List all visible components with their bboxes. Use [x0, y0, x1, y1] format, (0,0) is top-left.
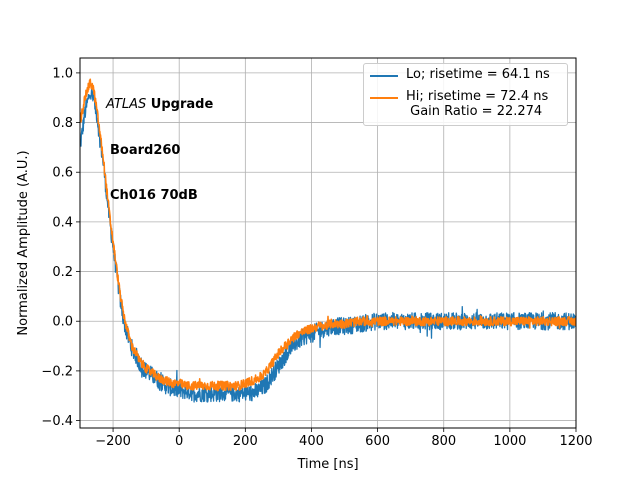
- y-tick-label: 0.0: [52, 315, 73, 330]
- y-tick-label: 0.6: [52, 166, 73, 181]
- annotation-board: Board260: [110, 143, 181, 158]
- annotation-italic: ATLAS: [106, 97, 147, 112]
- x-tick-label: 0: [175, 434, 183, 449]
- legend-swatch-lo: [370, 75, 398, 77]
- annotation-line-1: ATLAS Upgrade: [106, 97, 213, 112]
- ticks: −200 0 200 400 600 800 1000 1200 −0.4 −0.2 0.0 0.2 0…: [41, 66, 592, 449]
- series-line-hi: [80, 78, 576, 392]
- y-tick-label: −0.4: [41, 414, 73, 429]
- y-tick-label: −0.2: [41, 364, 73, 379]
- y-tick-label: 0.4: [52, 215, 73, 230]
- annotation: ATLAS Upgrade Board260 Ch016 70dB: [106, 67, 213, 218]
- legend-label-lo: Lo; risetime = 64.1 ns: [406, 67, 550, 82]
- legend: Lo; risetime = 64.1 ns Hi; risetime = 72…: [363, 63, 568, 126]
- annotation-bold: Upgrade: [146, 97, 214, 112]
- x-tick-label: 400: [299, 434, 324, 449]
- annotation-line-3: Ch016 70dB: [106, 188, 213, 203]
- legend-label-hi: Hi; risetime = 72.4 ns Gain Ratio = 22.2…: [406, 89, 549, 119]
- series-layer: [80, 78, 576, 403]
- y-axis-label: Normalized Amplitude (A.U.): [16, 150, 31, 335]
- annotation-channel: Ch016 70dB: [110, 188, 198, 203]
- y-tick-label: 1.0: [52, 66, 73, 81]
- x-axis-label: Time [ns]: [296, 457, 358, 472]
- legend-swatch-hi: [370, 97, 398, 99]
- x-tick-label: 800: [431, 434, 456, 449]
- x-tick-label: 1200: [559, 434, 592, 449]
- x-tick-label: 200: [233, 434, 258, 449]
- x-tick-label: 600: [365, 434, 390, 449]
- y-tick-label: 0.8: [52, 116, 73, 131]
- y-tick-label: 0.2: [52, 265, 73, 280]
- annotation-line-2: Board260: [106, 143, 213, 158]
- x-tick-label: 1000: [493, 434, 526, 449]
- plot-frame: [79, 57, 577, 429]
- x-tick-label: −200: [95, 434, 131, 449]
